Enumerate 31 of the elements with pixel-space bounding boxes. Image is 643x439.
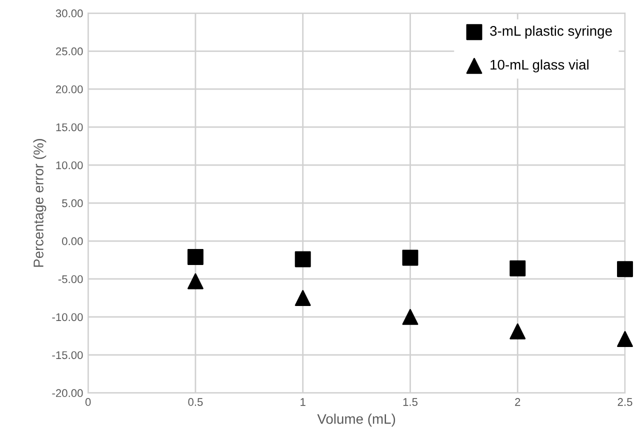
- y-tick-label: 10.00: [56, 161, 83, 170]
- point: [402, 308, 418, 325]
- y-tick-label: -20.00: [52, 389, 83, 398]
- y-tick-label: -10.00: [52, 313, 83, 322]
- x-axis-title: Volume (mL): [317, 414, 396, 427]
- point: [510, 323, 526, 340]
- legend-label: 3-mL plastic syringe: [490, 26, 612, 39]
- x-tick-label: 1.5: [403, 398, 418, 406]
- point: [617, 331, 633, 347]
- point: [510, 260, 526, 276]
- point: [402, 250, 418, 266]
- x-tick-label: 2: [515, 398, 520, 406]
- y-axis-title: Percentage error (%): [33, 139, 46, 267]
- y-tick-label: 0.00: [62, 237, 83, 246]
- x-tick-label: 1: [300, 398, 306, 406]
- y-tick-label: -5.00: [58, 275, 83, 284]
- y-tick-label: 25.00: [56, 47, 83, 56]
- y-tick-label: 20.00: [56, 85, 83, 94]
- point: [294, 251, 311, 268]
- legend-label: 10-mL glass vial: [490, 59, 588, 72]
- y-tick-label: 5.00: [62, 199, 83, 208]
- x-tick-label: 0.5: [188, 398, 203, 406]
- y-tick-label: 15.00: [56, 123, 83, 132]
- y-tick-label: -15.00: [52, 351, 83, 360]
- y-tick-label: 30.00: [56, 9, 83, 18]
- point: [294, 290, 311, 306]
- point: [617, 261, 633, 278]
- x-tick-label: 0: [85, 398, 91, 406]
- point: [187, 273, 204, 290]
- x-tick-label: 2.5: [618, 398, 632, 406]
- point: [187, 248, 204, 265]
